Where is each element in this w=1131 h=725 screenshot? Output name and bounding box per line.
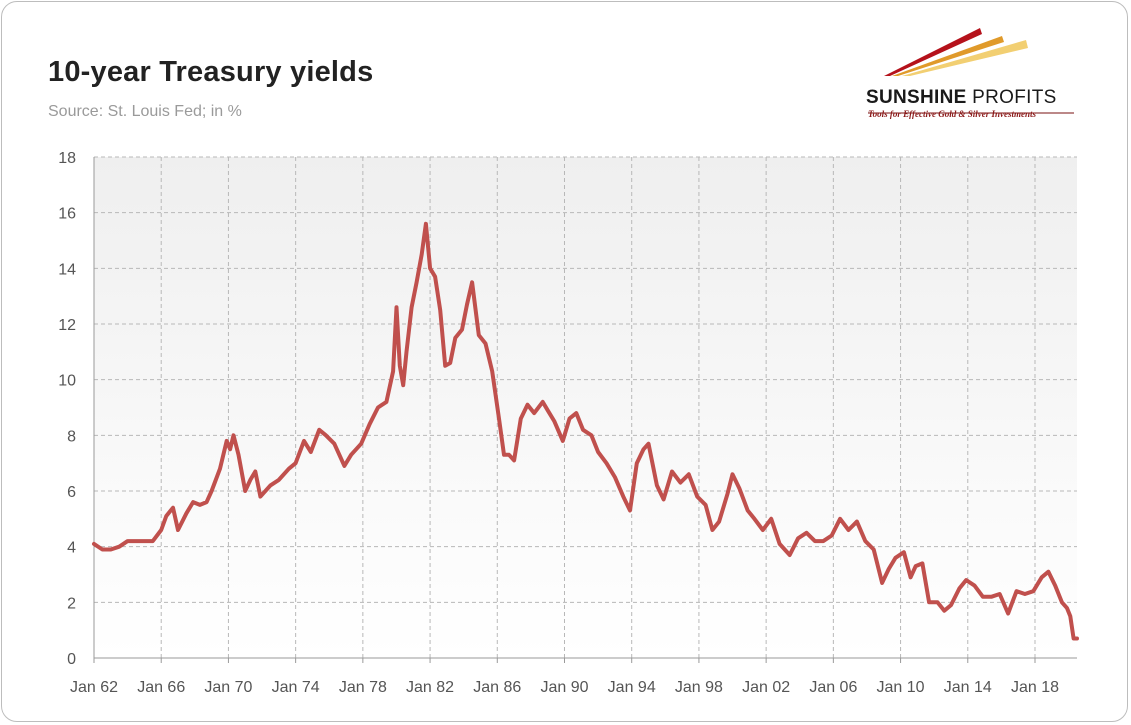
y-tick-label: 2: [67, 595, 76, 612]
y-tick-label: 6: [67, 484, 76, 501]
x-tick-label: Jan 10: [877, 679, 925, 696]
x-tick-label: Jan 06: [809, 679, 857, 696]
logo-tagline: Tools for Effective Gold & Silver Invest…: [868, 109, 1036, 119]
chart-title: 10-year Treasury yields: [48, 56, 374, 88]
x-tick-label: Jan 18: [1011, 679, 1059, 696]
x-tick-label: Jan 94: [608, 679, 656, 696]
x-tick-label: Jan 98: [675, 679, 723, 696]
y-tick-label: 0: [67, 651, 76, 668]
x-tick-label: Jan 86: [473, 679, 521, 696]
series-line: [92, 221, 1079, 641]
plot-area: [94, 157, 1077, 658]
y-tick-label: 14: [58, 261, 76, 278]
y-tick-label: 8: [67, 428, 76, 445]
y-tick-label: 10: [58, 373, 76, 390]
x-tick-label: Jan 02: [742, 679, 790, 696]
x-tick-label: Jan 90: [540, 679, 588, 696]
y-tick-label: 12: [58, 317, 76, 334]
x-axis: Jan 62 Jan 66 Jan 70 Jan 74 Jan 78 Jan 82 Jan …: [70, 657, 1077, 696]
logo-yellow-ray: [902, 40, 1028, 76]
x-tick-label: Jan 62: [70, 679, 118, 696]
y-axis: 0 2 4 6 8 10 12 14 16 18: [58, 150, 95, 668]
series-group: [92, 221, 1079, 641]
logo-wordmark: SUNSHINE PROFITS: [866, 87, 1057, 108]
sunshine-profits-logo: [868, 28, 1074, 114]
y-tick-label: 18: [58, 150, 76, 167]
x-tick-label: Jan 78: [339, 679, 387, 696]
y-tick-label: 16: [58, 206, 76, 223]
grid-lines: [93, 156, 1077, 658]
logo-orange-ray: [892, 36, 1004, 76]
y-tick-label: 4: [67, 540, 76, 557]
x-tick-label: Jan 14: [944, 679, 992, 696]
logo-red-ray: [884, 28, 982, 76]
x-tick-label: Jan 66: [137, 679, 185, 696]
x-tick-label: Jan 82: [406, 679, 454, 696]
chart-subtitle: Source: St. Louis Fed; in %: [48, 103, 242, 120]
x-tick-label: Jan 70: [204, 679, 252, 696]
x-tick-label: Jan 74: [272, 679, 320, 696]
